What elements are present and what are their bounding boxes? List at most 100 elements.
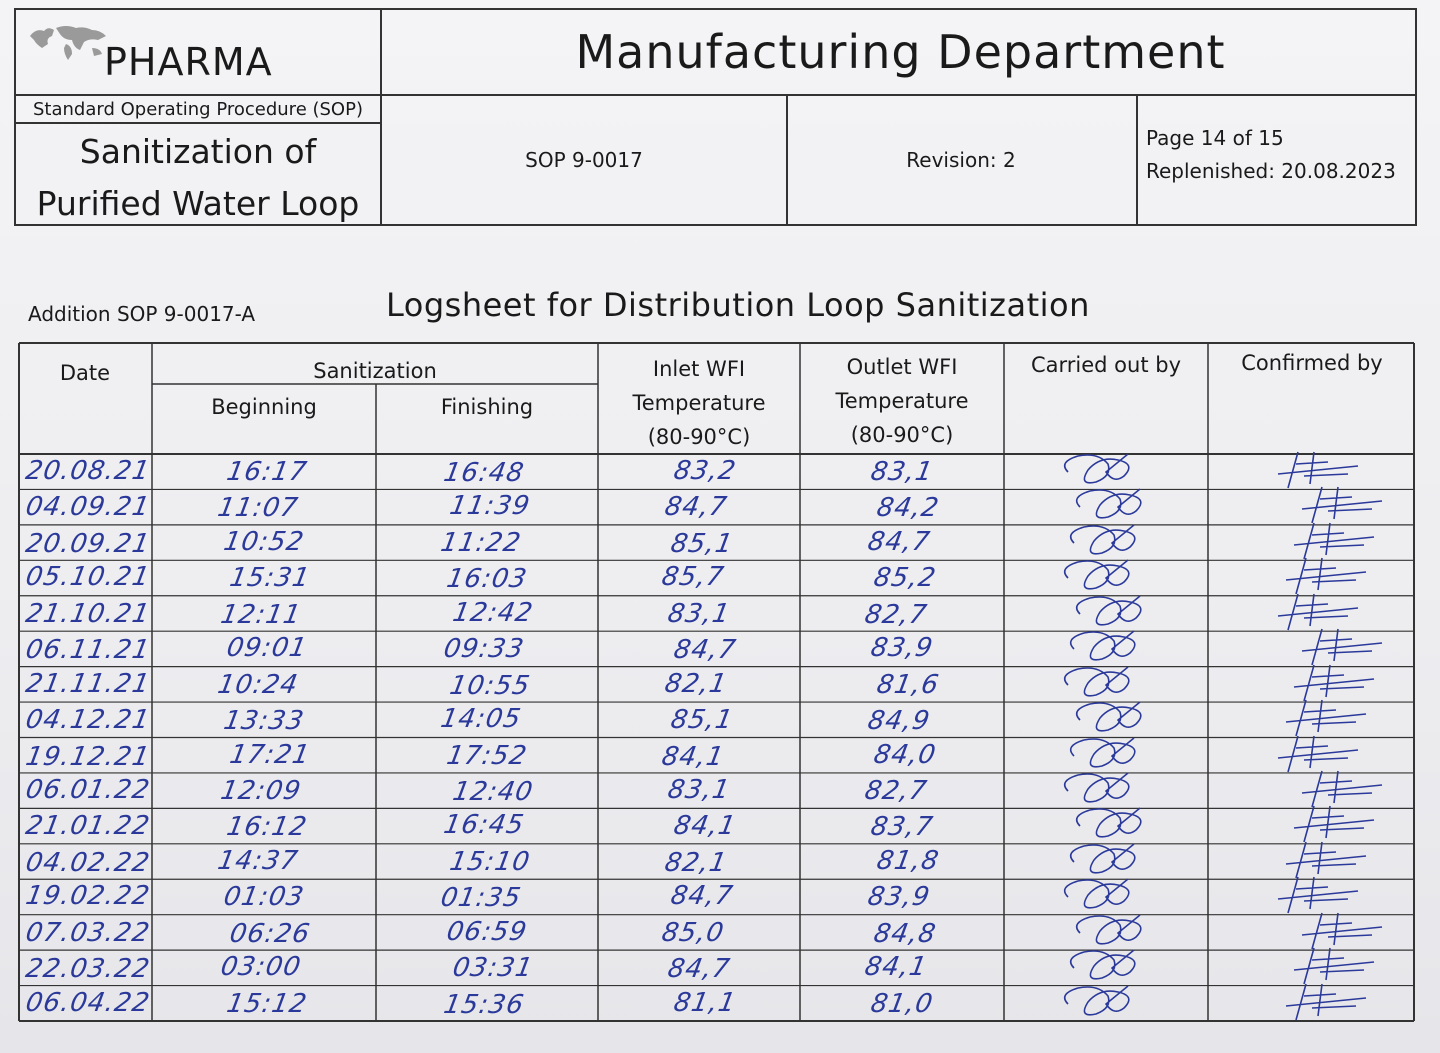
cell-inlet: 84,7 <box>671 635 739 666</box>
signature-carried-out <box>1063 666 1130 697</box>
cell-inlet: 84,7 <box>665 954 733 985</box>
cell-finish: 01:35 <box>438 883 524 914</box>
cell-begin: 10:24 <box>215 669 301 700</box>
column-header-sanitization: Sanitization <box>313 359 437 383</box>
cell-finish: 03:31 <box>450 953 536 984</box>
cell-outlet: 83,9 <box>868 633 936 664</box>
sop-title-line1: Sanitization of <box>79 132 317 171</box>
cell-finish: 16:48 <box>441 458 527 488</box>
log-table: Date Sanitization Beginning Finishing In… <box>18 342 1416 1023</box>
cell-finish: 15:10 <box>447 846 533 877</box>
table-grid <box>18 342 1415 1022</box>
sop-title-line2: Purified Water Loop <box>36 184 360 223</box>
cell-outlet: 85,2 <box>871 563 939 594</box>
sop-number: SOP 9-0017 <box>525 148 643 172</box>
cell-finish: 10:55 <box>447 670 533 701</box>
signature-carried-out <box>1075 701 1142 732</box>
cell-date: 05.10.21 <box>23 562 153 593</box>
cell-inlet: 85,1 <box>668 705 736 736</box>
outlet-label-3: (80-90°C) <box>850 423 954 447</box>
cell-inlet: 84,7 <box>662 492 730 523</box>
column-header-inlet: Inlet WFI Temperature (80-90°C) <box>598 352 800 454</box>
department-title: Manufacturing Department <box>575 25 1226 79</box>
cell-outlet: 81,8 <box>874 845 942 876</box>
cell-begin: 15:31 <box>227 563 313 594</box>
signature-carried-out <box>1069 949 1136 980</box>
signature-confirmed <box>1293 664 1375 701</box>
inlet-label-2: Temperature <box>632 391 766 415</box>
signature-confirmed <box>1301 770 1383 808</box>
signature-confirmed <box>1285 558 1367 595</box>
sop-title: Sanitization of Purified Water Loop <box>16 126 380 226</box>
cell-date: 21.11.21 <box>23 668 153 699</box>
cell-begin: 16:17 <box>224 457 310 487</box>
signature-carried-out <box>1069 630 1136 661</box>
cell-finish: 11:22 <box>438 527 524 558</box>
column-header-date: Date <box>59 361 111 385</box>
company-logo: PHARMA <box>16 10 380 94</box>
page-number: Page 14 of 15 <box>1146 126 1284 150</box>
cell-date: 21.10.21 <box>23 598 153 629</box>
cell-finish: 11:39 <box>447 491 533 522</box>
signature-carried-out <box>1063 559 1130 590</box>
cell-date: 21.01.22 <box>23 811 153 842</box>
cell-begin: 16:12 <box>224 812 310 843</box>
cell-outlet: 82,7 <box>862 775 930 806</box>
signature-confirmed <box>1301 912 1383 949</box>
cell-outlet: 84,1 <box>862 952 930 983</box>
company-name: PHARMA <box>104 40 273 84</box>
cell-begin: 06:26 <box>227 918 313 949</box>
cell-outlet: 84,0 <box>871 739 939 770</box>
cell-inlet: 83,1 <box>665 774 733 805</box>
replenished-date: Replenished: 20.08.2023 <box>1146 159 1396 183</box>
cell-date: 04.12.21 <box>23 705 153 736</box>
cell-begin: 14:37 <box>215 845 301 876</box>
cell-inlet: 85,7 <box>659 562 727 593</box>
signature-carried-out <box>1069 843 1136 874</box>
signature-confirmed <box>1301 487 1383 524</box>
cell-outlet: 81,0 <box>868 988 936 1019</box>
signature-carried-out <box>1075 595 1142 626</box>
cell-outlet: 84,8 <box>871 918 939 949</box>
outlet-label-2: Temperature <box>835 389 969 413</box>
column-header-carried-out-by: Carried out by <box>1030 353 1181 377</box>
signature-carried-out <box>1075 488 1142 519</box>
signature-confirmed <box>1277 593 1359 630</box>
cell-inlet: 83,2 <box>671 456 739 486</box>
column-header-beginning: Beginning <box>211 395 317 419</box>
cell-begin: 17:21 <box>227 739 313 770</box>
signature-confirmed <box>1277 735 1359 772</box>
page-info: Page 14 of 15 Replenished: 20.08.2023 <box>1146 122 1396 188</box>
cell-begin: 12:11 <box>218 599 304 630</box>
cell-begin: 09:01 <box>224 633 310 664</box>
cell-finish: 12:40 <box>450 776 536 807</box>
cell-finish: 06:59 <box>444 916 530 947</box>
cell-outlet: 83,1 <box>868 457 936 487</box>
signature-confirmed <box>1277 451 1359 489</box>
signature-carried-out <box>1069 736 1136 768</box>
cell-begin: 01:03 <box>221 882 307 913</box>
column-header-finishing: Finishing <box>440 395 534 419</box>
cell-inlet: 84,1 <box>671 811 739 842</box>
cell-begin: 03:00 <box>218 952 304 983</box>
cell-outlet: 84,7 <box>865 526 933 557</box>
cell-begin: 10:52 <box>221 526 307 557</box>
signature-confirmed <box>1285 841 1367 879</box>
cell-inlet: 85,1 <box>668 528 736 559</box>
cell-finish: 14:05 <box>438 704 524 735</box>
cell-finish: 16:03 <box>444 564 530 595</box>
cell-inlet: 84,1 <box>659 741 727 772</box>
cell-inlet: 83,1 <box>665 598 733 629</box>
cell-outlet: 84,2 <box>874 493 942 524</box>
signature-confirmed <box>1293 947 1375 985</box>
cell-date: 20.09.21 <box>23 528 153 559</box>
cell-outlet: 83,7 <box>868 812 936 843</box>
cell-inlet: 84,7 <box>668 881 736 912</box>
cell-date: 06.11.21 <box>23 635 153 666</box>
cell-finish: 12:42 <box>450 597 536 628</box>
cell-outlet: 82,7 <box>862 599 930 630</box>
cell-date: 04.09.21 <box>23 492 153 523</box>
sop-label: Standard Operating Procedure (SOP) <box>33 98 363 120</box>
cell-inlet: 82,1 <box>662 847 730 878</box>
